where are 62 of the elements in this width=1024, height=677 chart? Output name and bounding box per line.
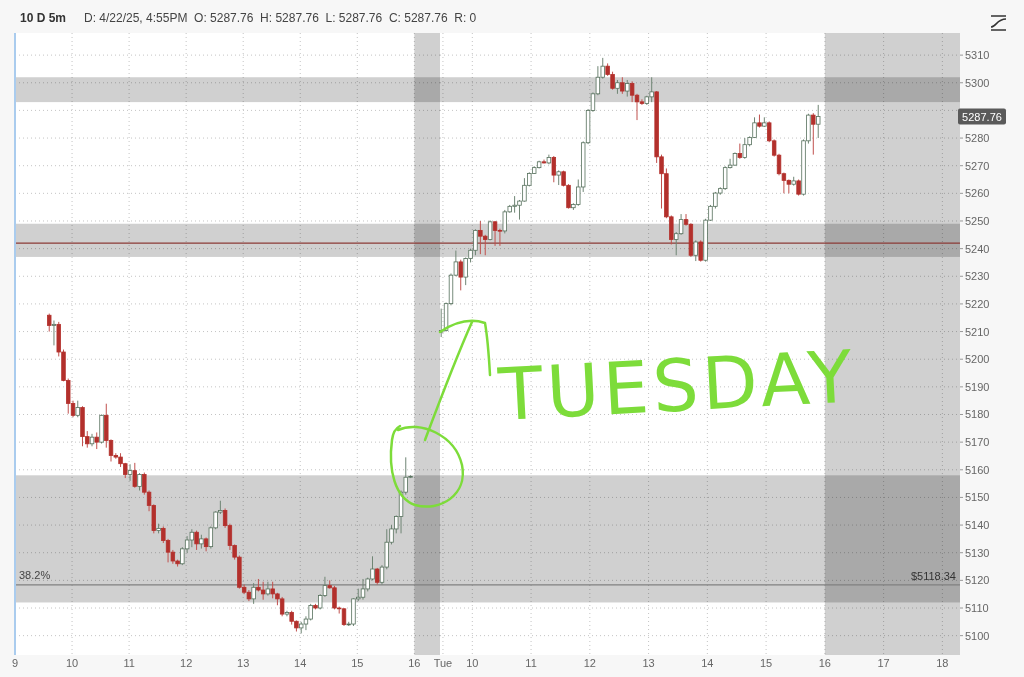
candlestick (251, 582, 256, 605)
x-tick-label: 9 (11, 657, 19, 669)
x-tick-label: 18 (936, 657, 949, 669)
annotation: TUESDAY (495, 334, 859, 438)
y-tick-label: 5160 (965, 463, 990, 476)
y-tick-label: 5240 (965, 242, 990, 255)
x-tick-label: 11 (525, 657, 537, 669)
candlestick (265, 581, 271, 597)
y-tick-label: 5280 (965, 132, 990, 145)
candlestick (811, 112, 816, 156)
x-tick-label: 13 (642, 657, 655, 669)
x-tick-label: 15 (351, 657, 364, 669)
y-tick-label: 5120 (965, 574, 990, 587)
candlestick (678, 213, 684, 236)
y-tick-label: 5110 (965, 602, 989, 614)
x-tick-label: 13 (237, 657, 250, 669)
text: 5287.76 (962, 110, 1002, 123)
candlestick (194, 530, 199, 551)
candlestick (816, 104, 821, 139)
x-tick-label: 11 (123, 657, 135, 669)
y-tick-label: 5130 (965, 546, 990, 559)
y-tick-label: 5150 (965, 491, 990, 504)
candlestick (551, 155, 557, 183)
candlestick (51, 320, 57, 346)
candlestick (698, 239, 703, 263)
y-tick-label: 5310 (965, 49, 990, 62)
candlestick (132, 462, 137, 489)
y-tick-label: 5140 (965, 519, 990, 532)
annotation: 38.2% (19, 568, 51, 581)
candlestick (693, 239, 698, 262)
x-tick-label: 10 (466, 657, 479, 669)
x-tick-label: 12 (583, 657, 596, 669)
x-tick-label: Tue (433, 657, 453, 669)
y-tick-label: 5260 (965, 187, 990, 200)
y-tick-label: 5180 (965, 408, 990, 421)
candlestick (360, 578, 366, 601)
candlestick (502, 209, 508, 234)
y-tick-label: 5190 (965, 380, 990, 393)
x-tick-label: 16 (408, 657, 421, 669)
x-tick-label: 14 (701, 657, 714, 669)
x-tick-label: 15 (759, 657, 773, 669)
x-tick-label: 16 (818, 657, 831, 669)
x-tick-label: 17 (877, 657, 890, 669)
candlestick (279, 596, 285, 617)
y-tick-label: 5170 (965, 436, 990, 449)
x-tick-label: 14 (294, 657, 307, 669)
candlestick (492, 220, 498, 247)
chart-subtitle: D: 4/22/25, 4:55PM O: 5287.76 H: 5287.76 L: 5287.76 C: 5287.76 R: 0 (84, 11, 477, 25)
y-tick-label: 5300 (965, 76, 990, 89)
y-tick-label: 5230 (965, 270, 990, 283)
y-tick-label: 5100 (965, 629, 990, 642)
y-tick-label: 5220 (965, 297, 990, 310)
y-tick-label: 5210 (965, 325, 990, 338)
y-tick-label: 5250 (965, 214, 990, 227)
ref-line-label: $5118.34 (910, 569, 956, 582)
y-tick-label: 5270 (965, 159, 990, 172)
x-tick-label: 12 (180, 657, 193, 669)
y-tick-label: 5200 (965, 353, 990, 366)
chart-title: 10 D 5m (20, 11, 67, 25)
x-tick-label: 10 (65, 657, 79, 669)
candlestick (127, 463, 133, 482)
candlestick (458, 259, 463, 291)
